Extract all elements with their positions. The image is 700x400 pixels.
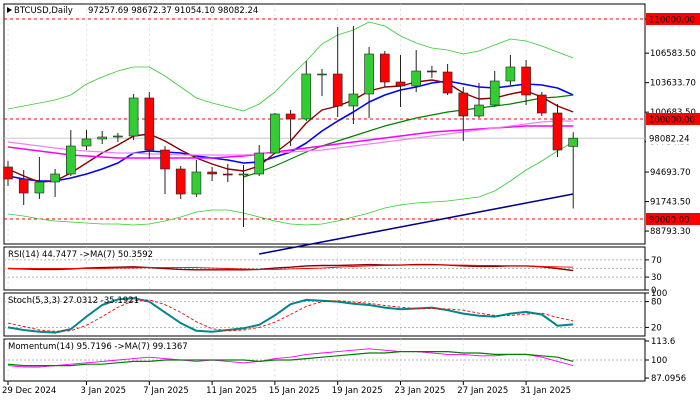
candle-body-24 [379,53,390,83]
overlay-line-4 [7,120,574,156]
main-ytick-label-6: 91743.50 [650,198,691,208]
candle-body-2 [34,181,45,194]
momentum-ytick-label-0: 113.6 [651,337,675,347]
candle-body-1 [18,178,29,194]
rsi-label: RSI(14) 44.7477 ->MA(7) 50.3592 [8,250,153,260]
main-ytick-label-7: 88793.30 [650,227,691,237]
x-label-4: 15 Jan 2025 [269,386,320,396]
stoch-ytick-label-2: 20 [651,323,662,333]
x-label-8: 31 Jan 2025 [520,386,571,396]
candle-body-11 [175,168,186,195]
level-label-1: 100000.00 [649,116,695,126]
candle-body-27 [427,70,437,73]
stoch-label: Stoch(5,3,3) 27.0312 -35.1921 [8,296,139,306]
current-price-label: 98082.24 [649,135,690,145]
stoch-ytick-label-0: 100 [651,289,667,299]
candle-body-14 [223,173,233,176]
overlay-line-7 [7,141,574,226]
overlay-line-5 [259,193,574,255]
level-label-2: 90000.00 [649,216,690,226]
candle-body-9 [144,97,155,151]
stoch-series-1 [7,299,574,332]
candle-body-36 [568,137,579,147]
candle-body-15 [238,173,249,176]
candle-body-17 [270,113,280,154]
candle-body-26 [411,70,422,87]
candle-body-18 [285,113,296,120]
momentum-label: Momentum(14) 95.7196 ->MA(7) 99.1367 [8,342,188,352]
momentum-series-1 [7,351,574,367]
ohlc-label: 97257.69 98672.37 91054.10 98082.24 [88,6,258,16]
candle-body-29 [458,92,469,117]
x-label-1: 3 Jan 2025 [81,386,127,396]
candle-body-23 [364,53,374,95]
rsi-ytick-label-1: 30 [651,273,662,283]
current-price-tag [646,132,700,145]
rsi-series-0 [7,263,574,272]
candle-body-33 [521,66,531,96]
rsi-series-1 [8,264,574,270]
main-ytick-label-5: 94693.70 [650,168,691,178]
candle-body-22 [348,93,359,107]
candle-body-12 [191,171,202,195]
candle-body-32 [505,66,516,82]
candle-body-21 [332,73,343,107]
overlay-line-2 [243,94,574,178]
candle-body-5 [81,138,92,147]
candle-body-8 [128,97,139,137]
stoch-ytick-label-1: 80 [651,298,662,308]
x-label-3: 11 Jan 2025 [206,386,257,396]
candle-body-7 [113,135,123,138]
candle-body-13 [207,171,217,175]
candle-body-10 [160,149,170,170]
candle-body-20 [317,73,327,76]
main-ytick-label-2: 103633.70 [650,79,696,89]
x-label-7: 27 Jan 2025 [457,386,508,396]
momentum-series-0 [7,348,574,368]
candle-body-3 [50,173,60,183]
candle-body-6 [97,136,107,140]
momentum-ytick-label-1: 100 [651,356,667,366]
x-label-2: 7 Jan 2025 [143,386,189,396]
candle-body-30 [474,104,484,117]
x-label-0: 29 Dec 2024 [2,386,56,396]
rsi-ytick-label-2: 0 [651,286,656,296]
momentum-ytick-label-2: 87.0956 [651,374,686,384]
rsi-ytick-label-0: 70 [651,256,662,266]
level-tag-1 [646,113,700,125]
pane-frame-stoch [3,292,646,337]
level-tag-2 [646,213,700,225]
stoch-series-0 [7,297,574,334]
x-label-5: 19 Jan 2025 [332,386,383,396]
candle-body-4 [66,145,76,175]
overlay-line-3 [7,125,574,159]
candle-body-34 [536,94,547,114]
candle-body-0 [3,166,13,180]
header-arrow-icon [7,7,12,13]
overlay-line-6 [7,21,574,112]
candle-body-19 [301,73,312,120]
candle-body-31 [489,80,500,106]
pane-frame-main [3,3,646,245]
candle-body-35 [552,112,563,151]
symbol-label: BTCUSD,Daily [14,6,73,16]
candle-body-28 [442,71,453,94]
level-label-0: 110000.00 [649,16,695,26]
x-label-6: 23 Jan 2025 [395,386,446,396]
candle-body-16 [254,152,264,175]
main-ytick-label-1: 106583.50 [650,49,696,59]
level-tag-0 [646,13,700,25]
candle-body-25 [395,81,406,87]
